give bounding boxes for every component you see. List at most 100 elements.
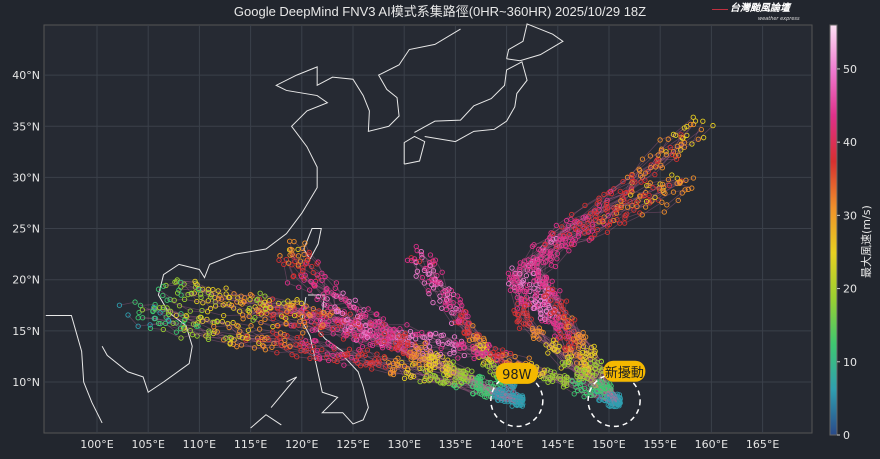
track-point xyxy=(628,192,634,198)
track-point xyxy=(381,354,388,360)
track-point xyxy=(281,261,287,267)
track-point xyxy=(542,259,549,265)
track-line xyxy=(526,284,614,398)
track-point xyxy=(380,326,386,332)
track-point xyxy=(475,375,481,382)
track-line xyxy=(544,177,694,403)
track-point xyxy=(665,136,671,142)
track-point xyxy=(572,236,579,243)
track-point xyxy=(459,302,465,309)
track-point xyxy=(453,306,459,312)
track-point xyxy=(663,149,669,155)
track-point xyxy=(173,320,179,326)
track-line xyxy=(537,189,686,397)
track-point xyxy=(592,207,599,214)
track-point xyxy=(594,200,600,207)
track-point xyxy=(451,347,457,353)
track-point xyxy=(578,387,584,393)
track-point xyxy=(655,152,661,158)
track-line xyxy=(507,126,688,399)
track-point xyxy=(451,334,458,340)
track-point xyxy=(365,306,371,312)
track-point xyxy=(164,297,170,303)
track-point xyxy=(188,291,195,297)
track-point xyxy=(414,268,421,274)
track-point xyxy=(261,343,267,349)
track-point xyxy=(574,371,580,377)
track-point xyxy=(476,337,483,344)
track-point xyxy=(279,313,285,319)
track-point xyxy=(279,342,285,348)
track-point xyxy=(404,257,411,263)
track-point xyxy=(298,273,305,279)
track-point xyxy=(364,334,371,341)
track-point xyxy=(331,357,337,364)
colorbar-tick: 50 xyxy=(843,63,857,76)
track-point xyxy=(178,311,184,317)
track-point xyxy=(554,243,560,250)
map-title: Google DeepMind FNV3 AI模式系集路徑(0HR~360HR)… xyxy=(233,4,647,19)
track-point xyxy=(336,354,342,360)
track-point xyxy=(398,337,404,343)
coastline xyxy=(270,376,298,408)
track-point xyxy=(574,387,581,393)
colorbar-label: 最大風速(m/s) xyxy=(860,205,873,278)
track-point xyxy=(372,357,378,363)
track-point xyxy=(639,212,645,218)
track-point xyxy=(657,181,663,187)
track-point xyxy=(675,152,682,158)
track-point xyxy=(461,330,467,336)
track-point xyxy=(616,401,622,408)
track-point xyxy=(238,342,245,348)
colorbar-tick: 20 xyxy=(843,283,857,296)
track-point xyxy=(283,321,289,327)
track-point xyxy=(541,367,548,373)
track-point xyxy=(402,346,408,352)
track-point xyxy=(582,214,589,220)
colorbar-tick: 10 xyxy=(843,356,857,369)
disturbance-label-bg xyxy=(603,360,646,382)
track-point xyxy=(588,235,594,241)
track-point xyxy=(543,308,549,314)
track-point xyxy=(176,287,182,293)
track-point xyxy=(356,347,362,353)
track-point xyxy=(225,320,231,327)
track-point xyxy=(580,215,586,221)
track-point xyxy=(577,220,583,227)
track-point xyxy=(301,251,307,258)
track-point xyxy=(547,368,554,375)
track-point xyxy=(197,291,204,297)
track-point xyxy=(627,199,633,205)
track-point xyxy=(469,368,475,374)
track-point xyxy=(461,374,467,380)
track-point xyxy=(307,287,313,293)
track-point xyxy=(426,290,432,297)
track-point xyxy=(664,202,670,208)
track-point xyxy=(561,380,568,386)
track-point xyxy=(407,374,414,380)
track-point xyxy=(269,312,275,319)
track-point xyxy=(170,320,176,326)
track-point xyxy=(295,253,302,259)
track-point xyxy=(584,350,590,356)
track-point xyxy=(594,226,601,233)
track-point xyxy=(518,298,524,305)
track-point xyxy=(612,206,618,213)
track-point xyxy=(570,344,576,350)
track-point xyxy=(395,362,402,369)
track-point xyxy=(683,177,689,183)
lon-tick-label: 100°E xyxy=(80,438,113,451)
track-point xyxy=(516,317,522,323)
track-point xyxy=(416,348,422,354)
track-point xyxy=(700,118,706,124)
track-point xyxy=(659,181,666,188)
track-point xyxy=(177,325,184,332)
track-point xyxy=(425,288,431,294)
track-point xyxy=(339,310,346,317)
track-point xyxy=(552,293,558,299)
track-point xyxy=(324,351,330,357)
track-point xyxy=(376,359,382,365)
track-line xyxy=(138,317,522,403)
track-point xyxy=(537,247,544,254)
track-point xyxy=(661,209,667,215)
